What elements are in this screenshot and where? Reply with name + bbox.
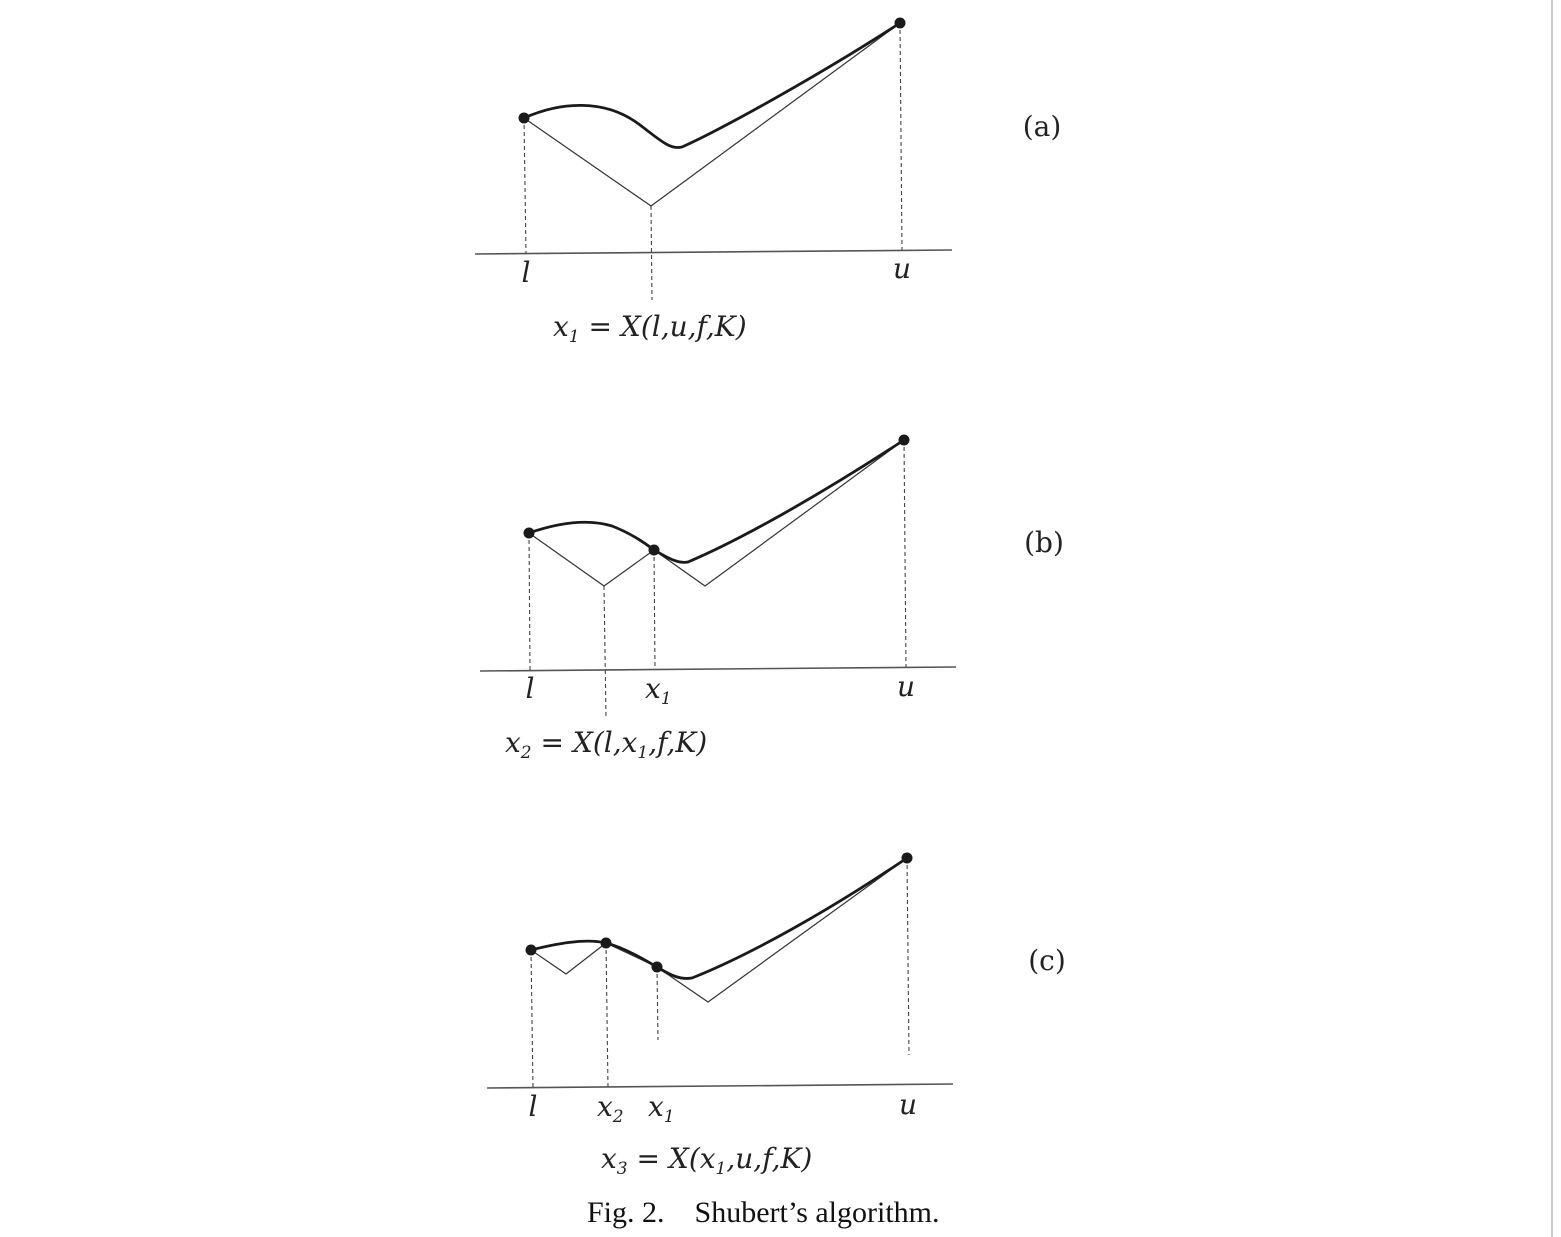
panel-b-lower-bound <box>528 439 905 587</box>
panel-b-tick-x1: x1 <box>645 672 672 709</box>
panel-c-function-curve <box>529 856 909 980</box>
panel-a: l u x1 = X(l,u,f,K) (a) <box>474 17 1062 347</box>
panel-a-point-l <box>518 112 530 124</box>
panel-c-guide-l <box>530 949 534 1089</box>
panel-c-tick-l: l <box>529 1090 538 1123</box>
panel-a-point-u <box>894 17 906 29</box>
panel-c-point-x1 <box>651 961 663 973</box>
panel-c-formula: x3 = X(x1,u,f,K) <box>601 1142 812 1179</box>
panel-b-guide-u <box>903 439 907 668</box>
panel-b-guide-x2 <box>603 585 607 719</box>
panel-c-label: (c) <box>1028 944 1066 977</box>
panel-c-x-axis <box>486 1083 954 1089</box>
panel-a-guide-l <box>523 117 527 255</box>
panel-a-label: (a) <box>1023 110 1062 143</box>
panel-b-function-curve <box>527 438 906 564</box>
panel-a-formula: x1 = X(l,u,f,K) <box>553 310 747 347</box>
figure-caption-text: Shubert’s algorithm. <box>695 1196 940 1229</box>
panel-c-point-l <box>525 944 537 956</box>
panel-b-formula: x2 = X(l,x1,f,K) <box>505 726 707 763</box>
panel-a-guide-x1 <box>650 205 653 301</box>
figure-caption-label: Fig. 2. <box>587 1196 665 1229</box>
panel-a-function-curve <box>522 21 902 149</box>
panel-b-point-u <box>898 434 910 446</box>
panel-c-point-x2 <box>600 937 612 949</box>
panel-c-lower-bound <box>530 857 908 1003</box>
panel-a-x-axis <box>474 249 953 255</box>
panel-b-guide-l <box>528 532 531 672</box>
panel-c-guide-x2 <box>605 942 609 1089</box>
panel-a-lower-bound <box>523 22 901 207</box>
panel-a-tick-l: l <box>522 256 531 289</box>
panel-c: l x2 x1 u x3 = X(x1,u,f,K) (c) <box>486 852 1066 1179</box>
panel-b-label: (b) <box>1024 526 1064 559</box>
panel-c-tick-u: u <box>899 1088 917 1121</box>
panel-b-point-x1 <box>648 544 660 556</box>
figure-caption: Fig. 2. Shubert’s algorithm. <box>587 1196 940 1229</box>
panel-c-tick-x1: x1 <box>648 1090 675 1127</box>
panel-b-guide-x1 <box>653 549 656 670</box>
panel-c-guide-u <box>906 857 910 1056</box>
panel-b-point-l <box>523 527 535 539</box>
panel-b-tick-u: u <box>897 670 915 703</box>
panel-c-guide-x1 <box>656 966 659 1041</box>
panel-b: l x1 u x2 = X(l,x1,f,K) (b) <box>479 434 1064 763</box>
panel-c-point-u <box>901 852 913 864</box>
panel-b-tick-l: l <box>526 672 535 705</box>
panel-a-tick-u: u <box>893 252 911 285</box>
panel-c-tick-x2: x2 <box>597 1090 624 1127</box>
panel-a-guide-u <box>899 22 903 251</box>
panel-b-x-axis <box>479 666 957 672</box>
